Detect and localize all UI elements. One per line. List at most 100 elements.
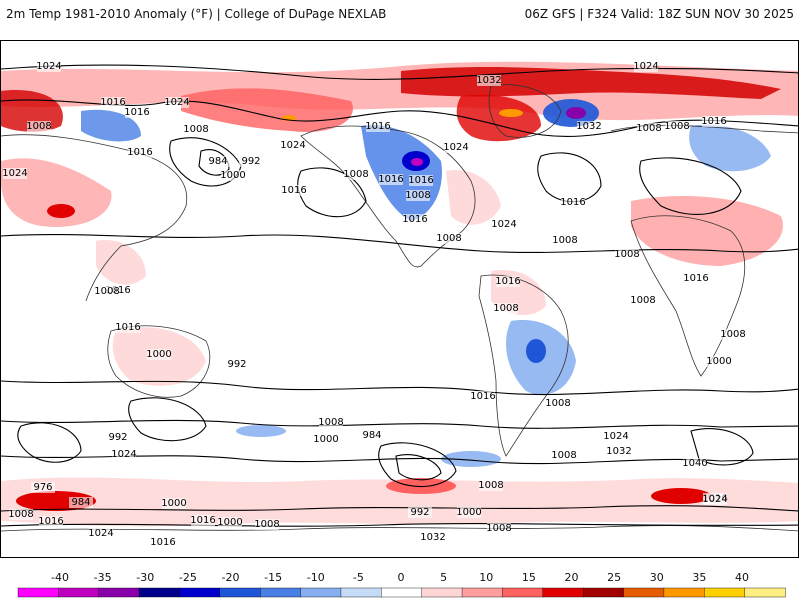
isobar-label: 992 [108, 432, 127, 443]
isobar-label: 1008 [478, 480, 503, 491]
coast-greenland [488, 84, 562, 138]
isobar-label-bg [225, 359, 249, 370]
isobar-line [378, 442, 457, 488]
isobar-label: 1016 [150, 537, 175, 548]
isobar-label: 1008 [545, 398, 570, 409]
legend-swatch [98, 587, 140, 598]
map-panel: 1024 1024 1024 1032 1016 1016 1008 1008 1016 984 9… [0, 40, 799, 558]
warm-anomaly-us-east [446, 170, 501, 225]
isobar-label: 1024 [702, 494, 727, 505]
isobar-label: 1008 [254, 519, 279, 530]
legend-tick-label: -30 [136, 571, 154, 584]
legend-tick-label: 5 [440, 571, 447, 584]
isobar-line [1, 419, 798, 429]
isobar-label-bg [702, 116, 726, 127]
isobar-label: 1008 [183, 124, 208, 135]
legend-swatch [502, 587, 544, 598]
isobar-label-bg [683, 458, 707, 469]
isobar-label: 1016 [115, 322, 140, 333]
isobar-label-bg [366, 121, 390, 132]
isobar-label: 1024 [491, 219, 516, 230]
isobar-label: 1008 [436, 233, 461, 244]
legend-tick-label: 0 [398, 571, 405, 584]
isobar-label: 1000 [161, 498, 186, 509]
isobar-label-bg [165, 97, 189, 108]
isobar-label: 976 [33, 482, 52, 493]
isobar-label-bg [184, 124, 208, 135]
isobar-label-bg [206, 156, 230, 167]
isobar-label: 1008 [8, 509, 33, 520]
isobar-label: 1008 [343, 169, 368, 180]
isobar-label-bg [604, 431, 628, 442]
isobar-label: 1016 [683, 273, 708, 284]
isobar-label-bg [379, 174, 403, 185]
legend-tick-label: 40 [735, 571, 749, 584]
legend-swatch [260, 587, 302, 598]
isobar-label-bg [408, 507, 432, 518]
isobar-label-bg [95, 286, 119, 297]
isobar-label: 992 [241, 156, 260, 167]
header-bar: 2m Temp 1981-2010 Anomaly (°F) | College… [0, 0, 800, 30]
isobar-label-bg [314, 434, 338, 445]
legend-tick-label: 15 [522, 571, 536, 584]
isobar-line [17, 422, 82, 463]
isobar-label: 1008 [614, 249, 639, 260]
legend-tick-label: 20 [565, 571, 579, 584]
isobar-line [1, 64, 798, 80]
isobar-label: 984 [208, 156, 227, 167]
isobar-label: 1000 [217, 517, 242, 528]
isobar-label: 1008 [486, 523, 511, 534]
cold-core-greenland-sea [566, 107, 586, 119]
isobar-label: 1016 [190, 515, 215, 526]
isobar-label: 1008 [636, 123, 661, 134]
color-legend: -40 -35 -30 -25 -20 -15 -10 -5 0 5 10 15 20 25 30 35 40 [0, 565, 800, 600]
isobar-label-bg [457, 507, 481, 518]
isobar-label-bg [437, 233, 461, 244]
isobar-label-bg [360, 430, 384, 441]
map-title: 2m Temp 1981-2010 Anomaly (°F) | College… [6, 7, 387, 21]
isobar-label: 1024 [443, 142, 468, 153]
isobar-label: 1016 [124, 107, 149, 118]
isobar-label-bg [282, 185, 306, 196]
isobar-label-bg [69, 497, 93, 508]
legend-swatch [582, 587, 625, 598]
isobar-label: 984 [362, 430, 381, 441]
isobar-label: 1024 [36, 61, 61, 72]
warm-anomaly-greenland [456, 94, 541, 142]
isobar-label: 1024 [603, 431, 628, 442]
legend-swatch [219, 587, 261, 598]
isobar-line [1, 380, 798, 396]
isobar-label-bg [101, 97, 125, 108]
isobar-label: 1016 [402, 214, 427, 225]
hot-spot-greenland [499, 109, 523, 117]
isobar-label-bg [552, 450, 576, 461]
isobar-label-bg [553, 235, 577, 246]
isobar-label-bg [191, 515, 215, 526]
isobar-label-bg [492, 219, 516, 230]
isobar-label-bg [239, 156, 263, 167]
isobar-label: 1008 [630, 295, 655, 306]
warm-anomaly-asia [1, 158, 112, 227]
run-valid-info: 06Z GFS | F324 Valid: 18Z SUN NOV 30 202… [524, 7, 794, 21]
isobar-label: 1032 [576, 121, 601, 132]
isobar-label-bg [421, 532, 445, 543]
legend-swatch [179, 587, 221, 598]
legend-tick-label: -15 [264, 571, 282, 584]
legend-tick-label: 10 [479, 571, 493, 584]
isobar-label-bg [128, 147, 152, 158]
cold-anomaly-europe [689, 124, 771, 172]
isobar-label: 1000 [146, 349, 171, 360]
isobar-label-bg [147, 349, 171, 360]
isobar-label-bg [403, 214, 427, 225]
isobar-label: 992 [227, 359, 246, 370]
isobar-label: 1016 [495, 276, 520, 287]
isobar-label: 1016 [378, 174, 403, 185]
isobar-label-bg [703, 494, 727, 505]
isobar-label-bg [319, 417, 343, 428]
legend-tick-label: -5 [353, 571, 364, 584]
isobar-label: 1008 [405, 190, 430, 201]
isobar-label-bg [546, 398, 570, 409]
isobar-label-bg [494, 303, 518, 314]
isobar-label-bg [218, 517, 242, 528]
